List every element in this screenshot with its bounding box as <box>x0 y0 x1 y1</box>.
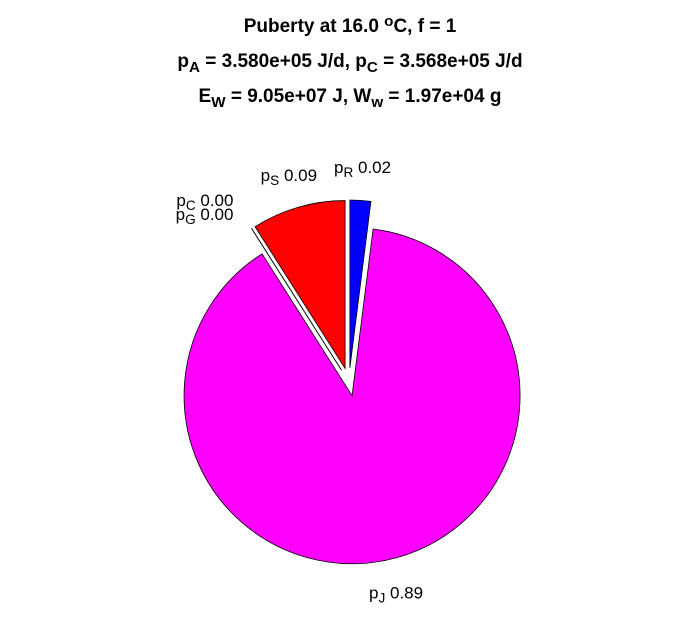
value-label: 0.09 <box>284 166 317 185</box>
slice-label: pJ 0.89 <box>369 583 423 605</box>
subscript: W <box>211 94 226 111</box>
text-run: p <box>176 191 185 210</box>
value-label: 0.00 <box>200 191 233 210</box>
pie-slice <box>183 228 521 565</box>
text-run: p <box>261 166 270 185</box>
text-run: = 9.05e+07 J, W <box>226 86 372 107</box>
chart-title: Puberty at 16.0 oC, f = 1 <box>244 13 457 37</box>
slice-label: pC 0.00 <box>176 191 233 213</box>
subscript: G <box>185 212 196 227</box>
value-label: 0.00 <box>200 205 233 224</box>
subscript: w <box>370 94 383 111</box>
chart-title: EW = 9.05e+07 J, Ww = 1.97e+04 g <box>199 86 502 111</box>
slice-label: pS 0.09 <box>261 166 317 188</box>
value-label: 0.02 <box>358 158 391 177</box>
text-run: E <box>199 86 212 107</box>
slice-label: pR 0.02 <box>334 158 391 180</box>
text-run: = 3.568e+05 J/d <box>378 51 523 72</box>
subscript: C <box>367 59 378 76</box>
subscript: A <box>189 59 200 76</box>
subscript: R <box>343 165 353 180</box>
text-run: p <box>369 583 378 602</box>
slice-label: pG 0.00 <box>176 205 234 227</box>
text-run: p <box>176 205 185 224</box>
text-run: p <box>177 51 189 72</box>
pie-slice <box>349 199 372 369</box>
subscript: J <box>378 591 385 606</box>
text-run: = 3.580e+05 J/d, p <box>200 51 367 72</box>
text-run: p <box>334 158 343 177</box>
superscript: o <box>384 13 393 30</box>
subscript: C <box>186 198 196 213</box>
text-run: = 1.97e+04 g <box>383 86 501 107</box>
pie-slice <box>254 200 346 370</box>
text-run: C, f = 1 <box>393 16 456 37</box>
value-label: 0.89 <box>390 583 423 602</box>
text-run: Puberty at 16.0 <box>244 16 384 37</box>
chart-title: pA = 3.580e+05 J/d, pC = 3.568e+05 J/d <box>177 51 522 76</box>
subscript: S <box>270 173 279 188</box>
